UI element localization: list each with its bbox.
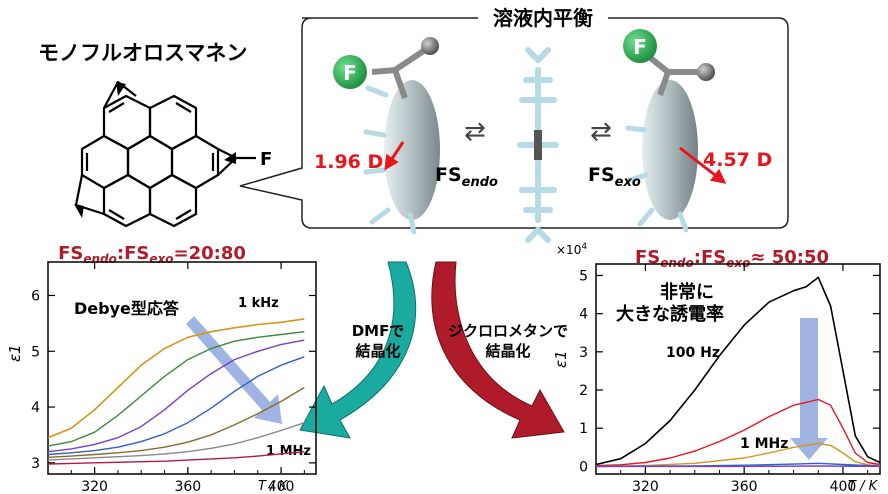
- chart-right-xtick-label: 320: [632, 479, 659, 494]
- chart-left-annot-low: 1 MHz: [266, 444, 311, 459]
- right-arrow-label-1: ジクロロメタンで: [448, 322, 568, 340]
- chart-right-ytick-label: 1: [579, 421, 588, 437]
- chart-right-yscale: ×104: [556, 242, 587, 257]
- chart-right-xtick-label: 360: [731, 479, 758, 494]
- teal-arrow: [299, 261, 417, 439]
- exo-fluorine-atom: F: [633, 35, 647, 59]
- chart-right-ytick-label: 5: [579, 268, 588, 284]
- chart-right-trend-arrow: [790, 318, 828, 460]
- chart-left: FSendo:FSexo=20:80 ε1 T / K Debye型応答 1 k…: [6, 243, 317, 494]
- box-title-bg: [478, 6, 608, 30]
- chart-left-frame: [47, 261, 317, 475]
- chart-left-annot-high: 1 kHz: [238, 296, 279, 311]
- chart-left-series-3: [47, 356, 305, 456]
- chart-right-title: FSendo:FSexo≈ 50:50: [635, 247, 829, 270]
- wedge-bond: [224, 152, 236, 164]
- endo-dipole-arrow: [384, 141, 405, 171]
- chart-left-annot-debye: Debye型応答: [74, 299, 180, 318]
- molecule-title: モノフルオロスマネン: [38, 41, 247, 65]
- sumanene-skeleton: [74, 80, 238, 228]
- chart-right-series-1: [595, 398, 881, 467]
- equilibrium-arrow-1: ⇄: [464, 117, 486, 147]
- chart-left-xtick-label: 400: [268, 479, 295, 494]
- chart-left-series-1: [47, 331, 305, 447]
- chart-left-trend-arrow: [186, 316, 282, 424]
- chart-right-annot-2: 大きな誘電率: [616, 303, 724, 325]
- right-arrow-label-2: 結晶化: [485, 342, 530, 360]
- chart-left-ylabel: ε1: [6, 344, 24, 362]
- chart-right-ytick-label: 3: [579, 345, 588, 361]
- chart-right-ytick-label: 2: [579, 383, 588, 399]
- left-arrow-label-1: DMFで: [352, 322, 405, 340]
- exo-label: FSexo: [588, 164, 641, 190]
- chart-left-ytick-label: 5: [31, 344, 40, 360]
- chart-left-series-2: [47, 339, 305, 453]
- chart-left-xlabel: T / K: [258, 479, 289, 494]
- wedge-bond: [74, 204, 84, 218]
- chart-right-ylabel: ε1: [552, 350, 570, 368]
- chart-right-series-2: [595, 442, 881, 468]
- ts-core: [534, 130, 542, 160]
- endo-fluorine-atom: F: [343, 61, 357, 85]
- equilibrium-box: [239, 17, 789, 229]
- exo-dipole: 4.57 D: [703, 149, 772, 171]
- chart-left-title: FSendo:FSexo=20:80: [58, 243, 246, 266]
- chart-right-annot-1: 非常に: [660, 281, 714, 303]
- chart-right-frame: [595, 263, 881, 475]
- fs-exo-model: F: [623, 29, 715, 233]
- chart-left-ytick-label: 6: [31, 288, 40, 304]
- chart-left-series-6: [47, 451, 305, 465]
- fs-endo-model: F: [333, 37, 440, 235]
- wedge-bond: [116, 82, 126, 96]
- chart-right-annot-high: 100 Hz: [666, 345, 720, 361]
- chart-left-ytick-label: 4: [31, 400, 40, 416]
- chart-right: FSendo:FSexo≈ 50:50 ×104 ε1 T / K 非常に 大き…: [552, 242, 881, 494]
- red-arrow: [431, 261, 565, 439]
- chart-right-xtick-label: 400: [830, 479, 857, 494]
- exo-dipole-arrow: [679, 146, 727, 184]
- chart-right-annot-low: 1 MHz: [740, 436, 788, 452]
- chart-right-series-0: [595, 276, 881, 466]
- chart-left-series-5: [47, 422, 305, 461]
- chart-right-ytick-label: 0: [579, 459, 588, 475]
- substituent-label: F: [260, 149, 272, 170]
- left-arrow-label-2: 結晶化: [355, 342, 400, 360]
- endo-dipole: 1.96 D: [314, 151, 383, 173]
- equilibrium-arrow-2: ⇄: [590, 117, 612, 147]
- chart-left-xtick-label: 320: [81, 479, 108, 494]
- chart-left-series-0: [47, 318, 305, 439]
- chart-right-ytick-label: 4: [579, 307, 588, 323]
- equilibrium-title: 溶液内平衡: [493, 6, 593, 30]
- chart-left-ytick-label: 3: [31, 456, 40, 472]
- chart-left-series-4: [47, 386, 305, 458]
- endo-label: FSendo: [435, 164, 498, 190]
- chart-right-xlabel: T / K: [848, 479, 879, 494]
- chart-left-xtick-label: 360: [174, 479, 201, 494]
